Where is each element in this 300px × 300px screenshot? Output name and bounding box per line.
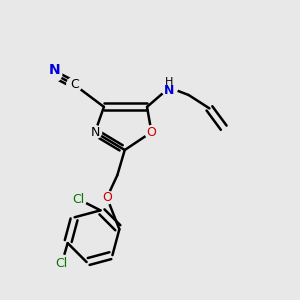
Text: Cl: Cl: [72, 193, 84, 206]
Text: N: N: [164, 84, 175, 97]
Circle shape: [88, 126, 102, 139]
Circle shape: [70, 191, 86, 207]
Circle shape: [53, 255, 70, 272]
Text: O: O: [146, 126, 156, 139]
Circle shape: [47, 67, 62, 82]
Circle shape: [145, 126, 158, 139]
Text: H: H: [165, 77, 173, 87]
Text: Cl: Cl: [56, 257, 68, 270]
Text: N: N: [49, 63, 60, 77]
Circle shape: [67, 77, 82, 92]
Circle shape: [161, 79, 178, 96]
Text: C: C: [70, 78, 79, 91]
Text: N: N: [90, 126, 100, 139]
Circle shape: [100, 191, 113, 204]
Text: O: O: [102, 191, 112, 204]
